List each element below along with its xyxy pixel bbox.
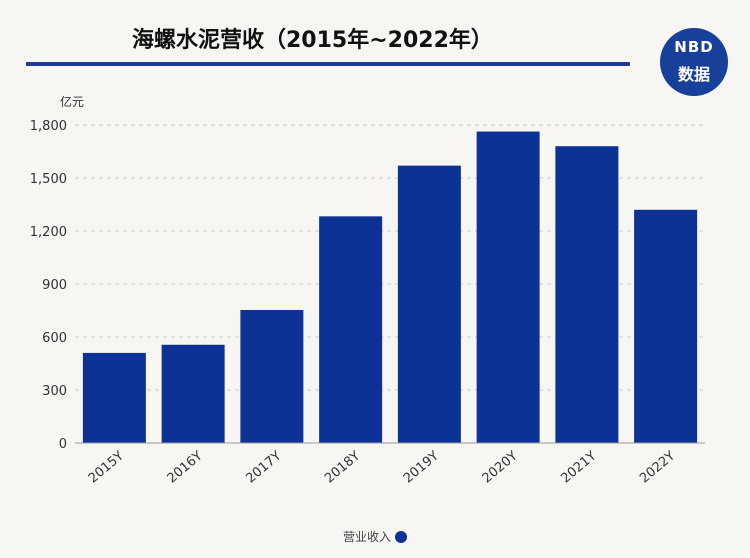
y-tick-label: 300 (42, 384, 67, 399)
bar (397, 165, 461, 443)
bar (82, 352, 146, 443)
x-tick-label: 2022Y (637, 449, 678, 487)
y-tick-label: 600 (42, 331, 67, 346)
x-tick-label: 2017Y (243, 449, 284, 487)
x-tick-label: 2020Y (480, 449, 521, 487)
bar (319, 216, 383, 443)
x-tick-label: 2019Y (401, 449, 442, 487)
y-tick-label: 1,200 (30, 225, 67, 240)
title-underline (26, 62, 630, 66)
x-tick-label: 2016Y (165, 449, 206, 487)
bar (240, 309, 304, 443)
y-tick-label: 900 (42, 278, 67, 293)
legend-label: 营业收入 (342, 530, 391, 544)
bar (476, 131, 540, 443)
x-tick-label: 2018Y (322, 449, 363, 487)
logo-data-text: 数据 (677, 65, 710, 84)
chart-title: 海螺水泥营收（2015年~2022年） (132, 28, 493, 53)
y-axis-label: 亿元 (60, 94, 84, 109)
bar (634, 209, 698, 443)
y-tick-label: 1,800 (30, 119, 67, 134)
legend: 营业收入 (0, 528, 750, 545)
x-tick-label: 2015Y (86, 449, 127, 487)
bar (161, 344, 225, 443)
y-tick-label: 1,500 (30, 172, 67, 187)
x-tick-label: 2021Y (558, 449, 599, 487)
y-tick-label: 0 (59, 437, 67, 452)
logo-nbd-text: NBD (674, 38, 714, 56)
legend-swatch (395, 531, 407, 543)
bar (555, 146, 619, 443)
nbd-logo: NBD 数据 (660, 28, 728, 96)
